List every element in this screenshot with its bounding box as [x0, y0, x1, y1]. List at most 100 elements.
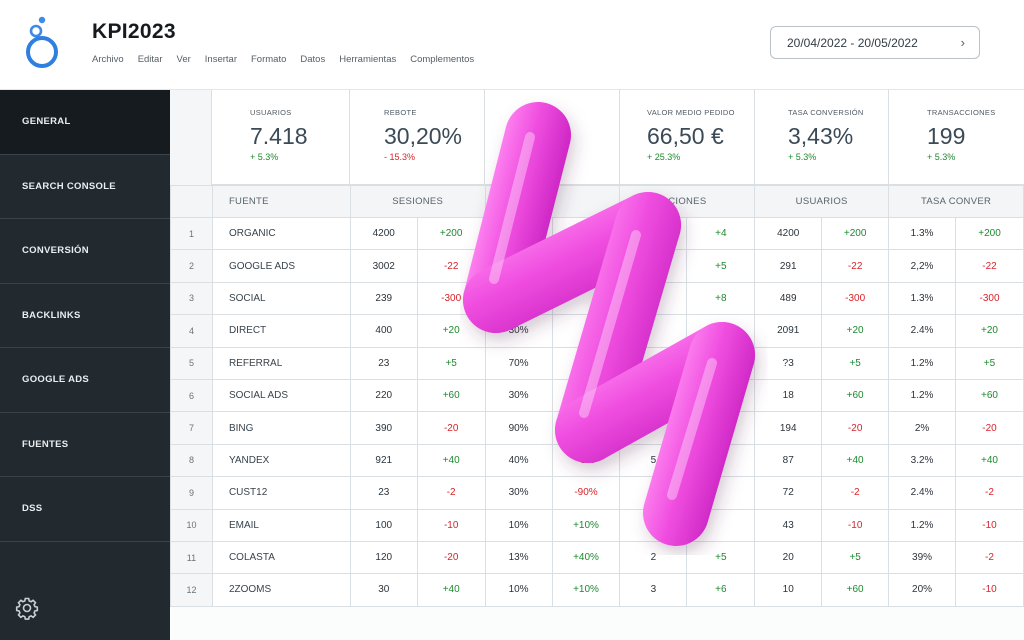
header-col3[interactable]: [484, 185, 621, 218]
cell-col4: 3: [619, 573, 688, 607]
cell-col4: [619, 249, 688, 283]
header-tasa-conver[interactable]: TASA CONVER: [888, 185, 1024, 218]
cell-sessions-delta: +5: [416, 346, 486, 380]
cell-sessions-delta: +200: [416, 216, 486, 251]
cell-col3-delta: [551, 346, 621, 380]
sidebar-item-conversion[interactable]: CONVERSIÓN: [0, 219, 170, 284]
cell-fuente: 2ZOOMS: [211, 573, 351, 607]
menu-datos[interactable]: Datos: [300, 54, 326, 65]
row-index: 8: [170, 443, 213, 478]
cell-sessions: 120: [349, 540, 418, 575]
cell-usuarios-delta: +5: [821, 540, 890, 575]
row-index: 1: [170, 216, 213, 251]
sidebar-item-google-ads[interactable]: GOOGLE ADS: [0, 348, 170, 413]
cell-col4: [619, 281, 688, 316]
cell-usuarios-delta: -20: [821, 411, 890, 445]
row-index: 11: [170, 540, 213, 575]
table-row[interactable]: 1 ORGANIC 4200 +200 +4 4200 +200 1.3% +200: [170, 216, 1024, 251]
cell-usuarios-delta: +200: [821, 216, 890, 251]
cell-fuente: EMAIL: [211, 508, 351, 542]
sidebar-item-fuentes[interactable]: FUENTES: [0, 413, 170, 477]
chevron-right-icon: ›: [960, 35, 965, 50]
menu-insertar[interactable]: Insertar: [204, 54, 237, 65]
cell-col3: 10%: [484, 573, 553, 607]
kpi-label: TRANSACCIONES: [927, 108, 996, 117]
cell-col3-delta: +40%: [551, 540, 621, 575]
cell-tasa: 2.4%: [888, 314, 957, 348]
kpi-label: USUARIOS: [250, 108, 292, 117]
cell-col3: 30%: [484, 476, 553, 510]
header-fuente[interactable]: FUENTE: [211, 185, 351, 218]
menu-complementos[interactable]: Complementos: [410, 54, 475, 65]
table-row[interactable]: 2 GOOGLE ADS 3002 -22 +5 291 -22 2,2% -22: [170, 249, 1024, 283]
cell-fuente: SOCIAL ADS: [211, 378, 351, 413]
gear-icon[interactable]: [15, 596, 39, 620]
cell-col4: [619, 411, 688, 445]
cell-sessions-delta: -300: [416, 281, 486, 316]
sidebar-item-dss[interactable]: DSS: [0, 477, 170, 542]
sidebar-item-general[interactable]: GENERAL: [0, 90, 170, 155]
table-row[interactable]: 5 REFERRAL 23 +5 70% ?3 +5 1.2% +5: [170, 346, 1024, 380]
cell-tasa-delta: -10: [955, 508, 1024, 542]
cell-tasa-delta: -22: [955, 249, 1024, 283]
header-col4[interactable]: CIONES: [619, 185, 756, 218]
cell-col3-delta: [551, 216, 621, 251]
cell-col4-delta: +5: [686, 249, 756, 283]
menu-formato[interactable]: Formato: [251, 54, 287, 65]
cell-col3-delta: +10%: [551, 508, 621, 542]
app-header: KPI2023 Archivo Editar Ver Insertar Form…: [0, 0, 1024, 90]
row-index: 3: [170, 281, 213, 316]
sidebar-item-backlinks[interactable]: BACKLINKS: [0, 284, 170, 348]
menu-editar[interactable]: Editar: [137, 54, 163, 65]
table-row[interactable]: 10 EMAIL 100 -10 10% +10% 2 43 -10 1.2% -10: [170, 508, 1024, 542]
cell-usuarios: 20: [754, 540, 823, 575]
row-index: 9: [170, 476, 213, 510]
table-row[interactable]: 9 CUST12 23 -2 30% -90% 72 -2 2.4% -2: [170, 476, 1024, 510]
cell-sessions: 23: [349, 346, 418, 380]
header-usuarios[interactable]: USUARIOS: [754, 185, 890, 218]
cell-tasa: 2,2%: [888, 249, 957, 283]
cell-fuente: DIRECT: [211, 314, 351, 348]
menu-archivo[interactable]: Archivo: [92, 54, 124, 65]
menu-ver[interactable]: Ver: [176, 54, 191, 65]
cell-tasa: 1.2%: [888, 378, 957, 413]
kpi-corner: [170, 90, 212, 185]
cell-usuarios-delta: +40: [821, 443, 890, 478]
kpi-row: USUARIOS 7.418 + 5.3% REBOTE 30,20% - 15…: [170, 90, 1024, 185]
cell-col4-delta: [686, 378, 756, 413]
cell-usuarios: 10: [754, 573, 823, 607]
kpi-card-usuarios: USUARIOS 7.418 + 5.3%: [212, 90, 350, 185]
kpi-value: 66,50 €: [647, 123, 724, 149]
table-row[interactable]: 11 COLASTA 120 -20 13% +40% 2 +5 20 +5 39% -2: [170, 540, 1024, 575]
cell-sessions: 390: [349, 411, 418, 445]
kpi-label: PÁ: [519, 108, 530, 117]
cell-col3: 30%: [484, 314, 553, 348]
table-row[interactable]: 6 SOCIAL ADS 220 +60 30% 18 +60 1.2% +60: [170, 378, 1024, 413]
cell-col4: 2: [619, 540, 688, 575]
table-row[interactable]: 4 DIRECT 400 +20 30% 2091 +20 2.4% +20: [170, 314, 1024, 348]
table-row[interactable]: 8 YANDEX 921 +40 40% -5% 5 87 +40 3.2% +40: [170, 443, 1024, 478]
menu-herramientas[interactable]: Herramientas: [339, 54, 397, 65]
cell-usuarios: 2091: [754, 314, 823, 348]
header-index: [170, 185, 213, 218]
cell-col3: 10%: [484, 508, 553, 542]
table-row[interactable]: 7 BING 390 -20 90% 194 -20 2% -20: [170, 411, 1024, 445]
table-row[interactable]: 3 SOCIAL 239 -300 +8 489 -300 1.3% -300: [170, 281, 1024, 316]
cell-col4: [619, 378, 688, 413]
kpi-card-paginas: PÁ: [485, 90, 620, 185]
kpi-value: 199: [927, 123, 966, 149]
sidebar-item-search-console[interactable]: SEARCH CONSOLE: [0, 155, 170, 219]
kpi-value: 3,43%: [788, 123, 854, 149]
cell-usuarios: 291: [754, 249, 823, 283]
date-range-picker[interactable]: 20/04/2022 - 20/05/2022 ›: [770, 26, 980, 59]
cell-col4: 5: [619, 443, 688, 478]
header-sesiones[interactable]: SESIONES: [349, 185, 486, 218]
cell-col3-delta: [551, 314, 621, 348]
cell-usuarios-delta: +60: [821, 378, 890, 413]
dashboard-main: USUARIOS 7.418 + 5.3% REBOTE 30,20% - 15…: [170, 90, 1024, 640]
cell-col3-delta: [551, 281, 621, 316]
cell-usuarios-delta: -2: [821, 476, 890, 510]
cell-sessions: 100: [349, 508, 418, 542]
table-row[interactable]: 12 2ZOOMS 30 +40 10% +10% 3 +6 10 +60 20% -10: [170, 573, 1024, 607]
cell-col3-delta: +10%: [551, 573, 621, 607]
